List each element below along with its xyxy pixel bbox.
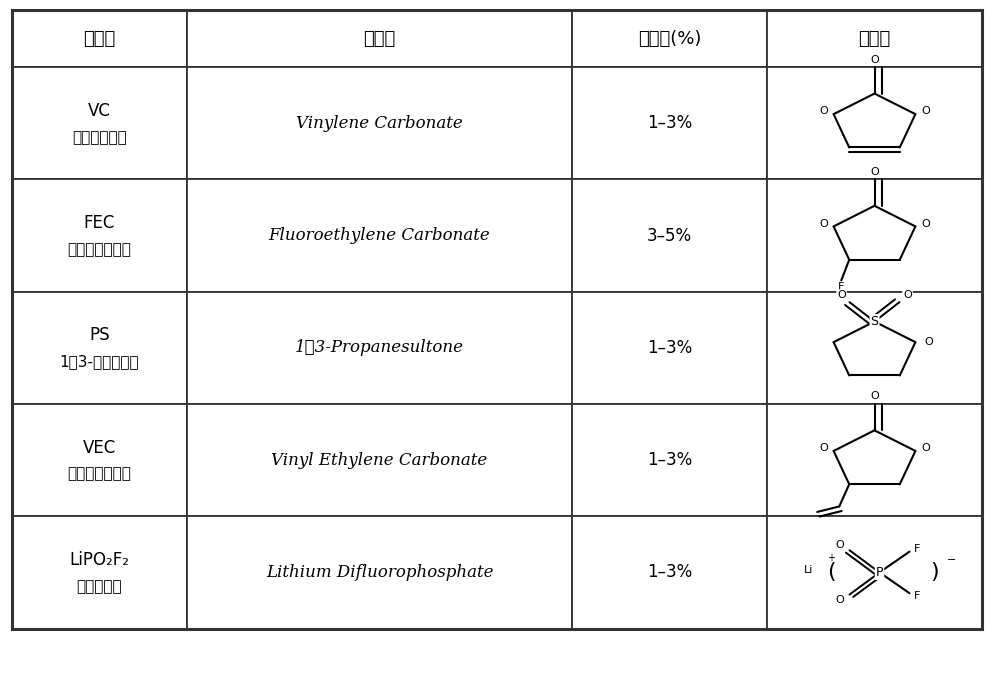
Text: O: O	[870, 55, 879, 64]
Bar	[767, 404, 982, 516]
Text: 1–3%: 1–3%	[647, 563, 692, 581]
Text: 1，3-丙磺酸内酩: 1，3-丙磺酸内酩	[60, 354, 139, 369]
Text: O: O	[921, 443, 930, 453]
Text: FEC: FEC	[84, 214, 115, 232]
Text: O: O	[819, 218, 828, 229]
Text: O: O	[835, 595, 844, 605]
Text: O: O	[819, 443, 828, 453]
Bar	[767, 179, 982, 292]
Text: 二氟磷酸锂: 二氟磷酸锂	[77, 579, 122, 594]
Bar	[187, 67, 572, 179]
Text: 结构式: 结构式	[858, 30, 891, 48]
Bar	[767, 292, 982, 404]
Text: O: O	[903, 290, 912, 300]
Bar	[572, 404, 767, 516]
Bar	[572, 292, 767, 404]
Text: O: O	[835, 540, 844, 550]
Bar	[767, 10, 982, 67]
Text: +: +	[828, 553, 836, 563]
Text: O: O	[819, 106, 828, 116]
Text: Li: Li	[804, 565, 814, 574]
Bar	[767, 516, 982, 629]
Text: 英文名: 英文名	[363, 30, 396, 48]
Bar	[187, 10, 572, 67]
Text: 碳酸亚乙烯酩: 碳酸亚乙烯酩	[72, 130, 127, 145]
Text: O: O	[837, 290, 846, 300]
Text: 添加剂: 添加剂	[83, 30, 116, 48]
Bar	[187, 404, 572, 516]
Text: F: F	[914, 544, 921, 554]
Text: F: F	[838, 283, 844, 292]
Text: VC: VC	[88, 102, 111, 120]
Text: (: (	[827, 563, 836, 582]
Bar	[572, 179, 767, 292]
Bar	[572, 10, 767, 67]
Text: Vinyl Ethylene Carbonate: Vinyl Ethylene Carbonate	[271, 452, 488, 468]
Bar	[187, 179, 572, 292]
Text: PS: PS	[89, 326, 110, 344]
Text: Vinylene Carbonate: Vinylene Carbonate	[296, 115, 463, 132]
Text: F: F	[914, 591, 921, 601]
Text: O: O	[921, 106, 930, 116]
Text: P: P	[876, 566, 883, 579]
Bar	[12, 10, 982, 629]
Bar	[12, 10, 187, 67]
Text: 1，3-Propanesultone: 1，3-Propanesultone	[295, 340, 464, 356]
Text: S: S	[871, 315, 879, 328]
Bar	[12, 404, 187, 516]
Bar	[767, 67, 982, 179]
Text: Lithium Difluorophosphate: Lithium Difluorophosphate	[266, 564, 493, 581]
Text: 1–3%: 1–3%	[647, 451, 692, 469]
Text: Fluoroethylene Carbonate: Fluoroethylene Carbonate	[269, 227, 490, 244]
Text: 碳酸乙烯亚乙酩: 碳酸乙烯亚乙酩	[68, 466, 131, 482]
Text: ): )	[930, 563, 939, 582]
Text: 氟代碳酸乙烯酩: 氟代碳酸乙烯酩	[68, 242, 131, 257]
Bar	[572, 516, 767, 629]
Bar	[12, 179, 187, 292]
Bar	[12, 292, 187, 404]
Bar	[12, 67, 187, 179]
Bar	[572, 67, 767, 179]
Text: O: O	[921, 218, 930, 229]
Text: VEC: VEC	[83, 439, 116, 457]
Text: 添加量(%): 添加量(%)	[638, 30, 701, 48]
Text: 1–3%: 1–3%	[647, 339, 692, 357]
Text: LiPO₂F₂: LiPO₂F₂	[69, 551, 130, 569]
Text: O: O	[870, 167, 879, 177]
Text: 1–3%: 1–3%	[647, 114, 692, 132]
Text: O: O	[870, 392, 879, 401]
Text: −: −	[947, 555, 956, 565]
Bar	[187, 516, 572, 629]
Bar	[12, 516, 187, 629]
Text: O: O	[924, 337, 933, 347]
Text: 3–5%: 3–5%	[647, 227, 692, 245]
Bar	[187, 292, 572, 404]
